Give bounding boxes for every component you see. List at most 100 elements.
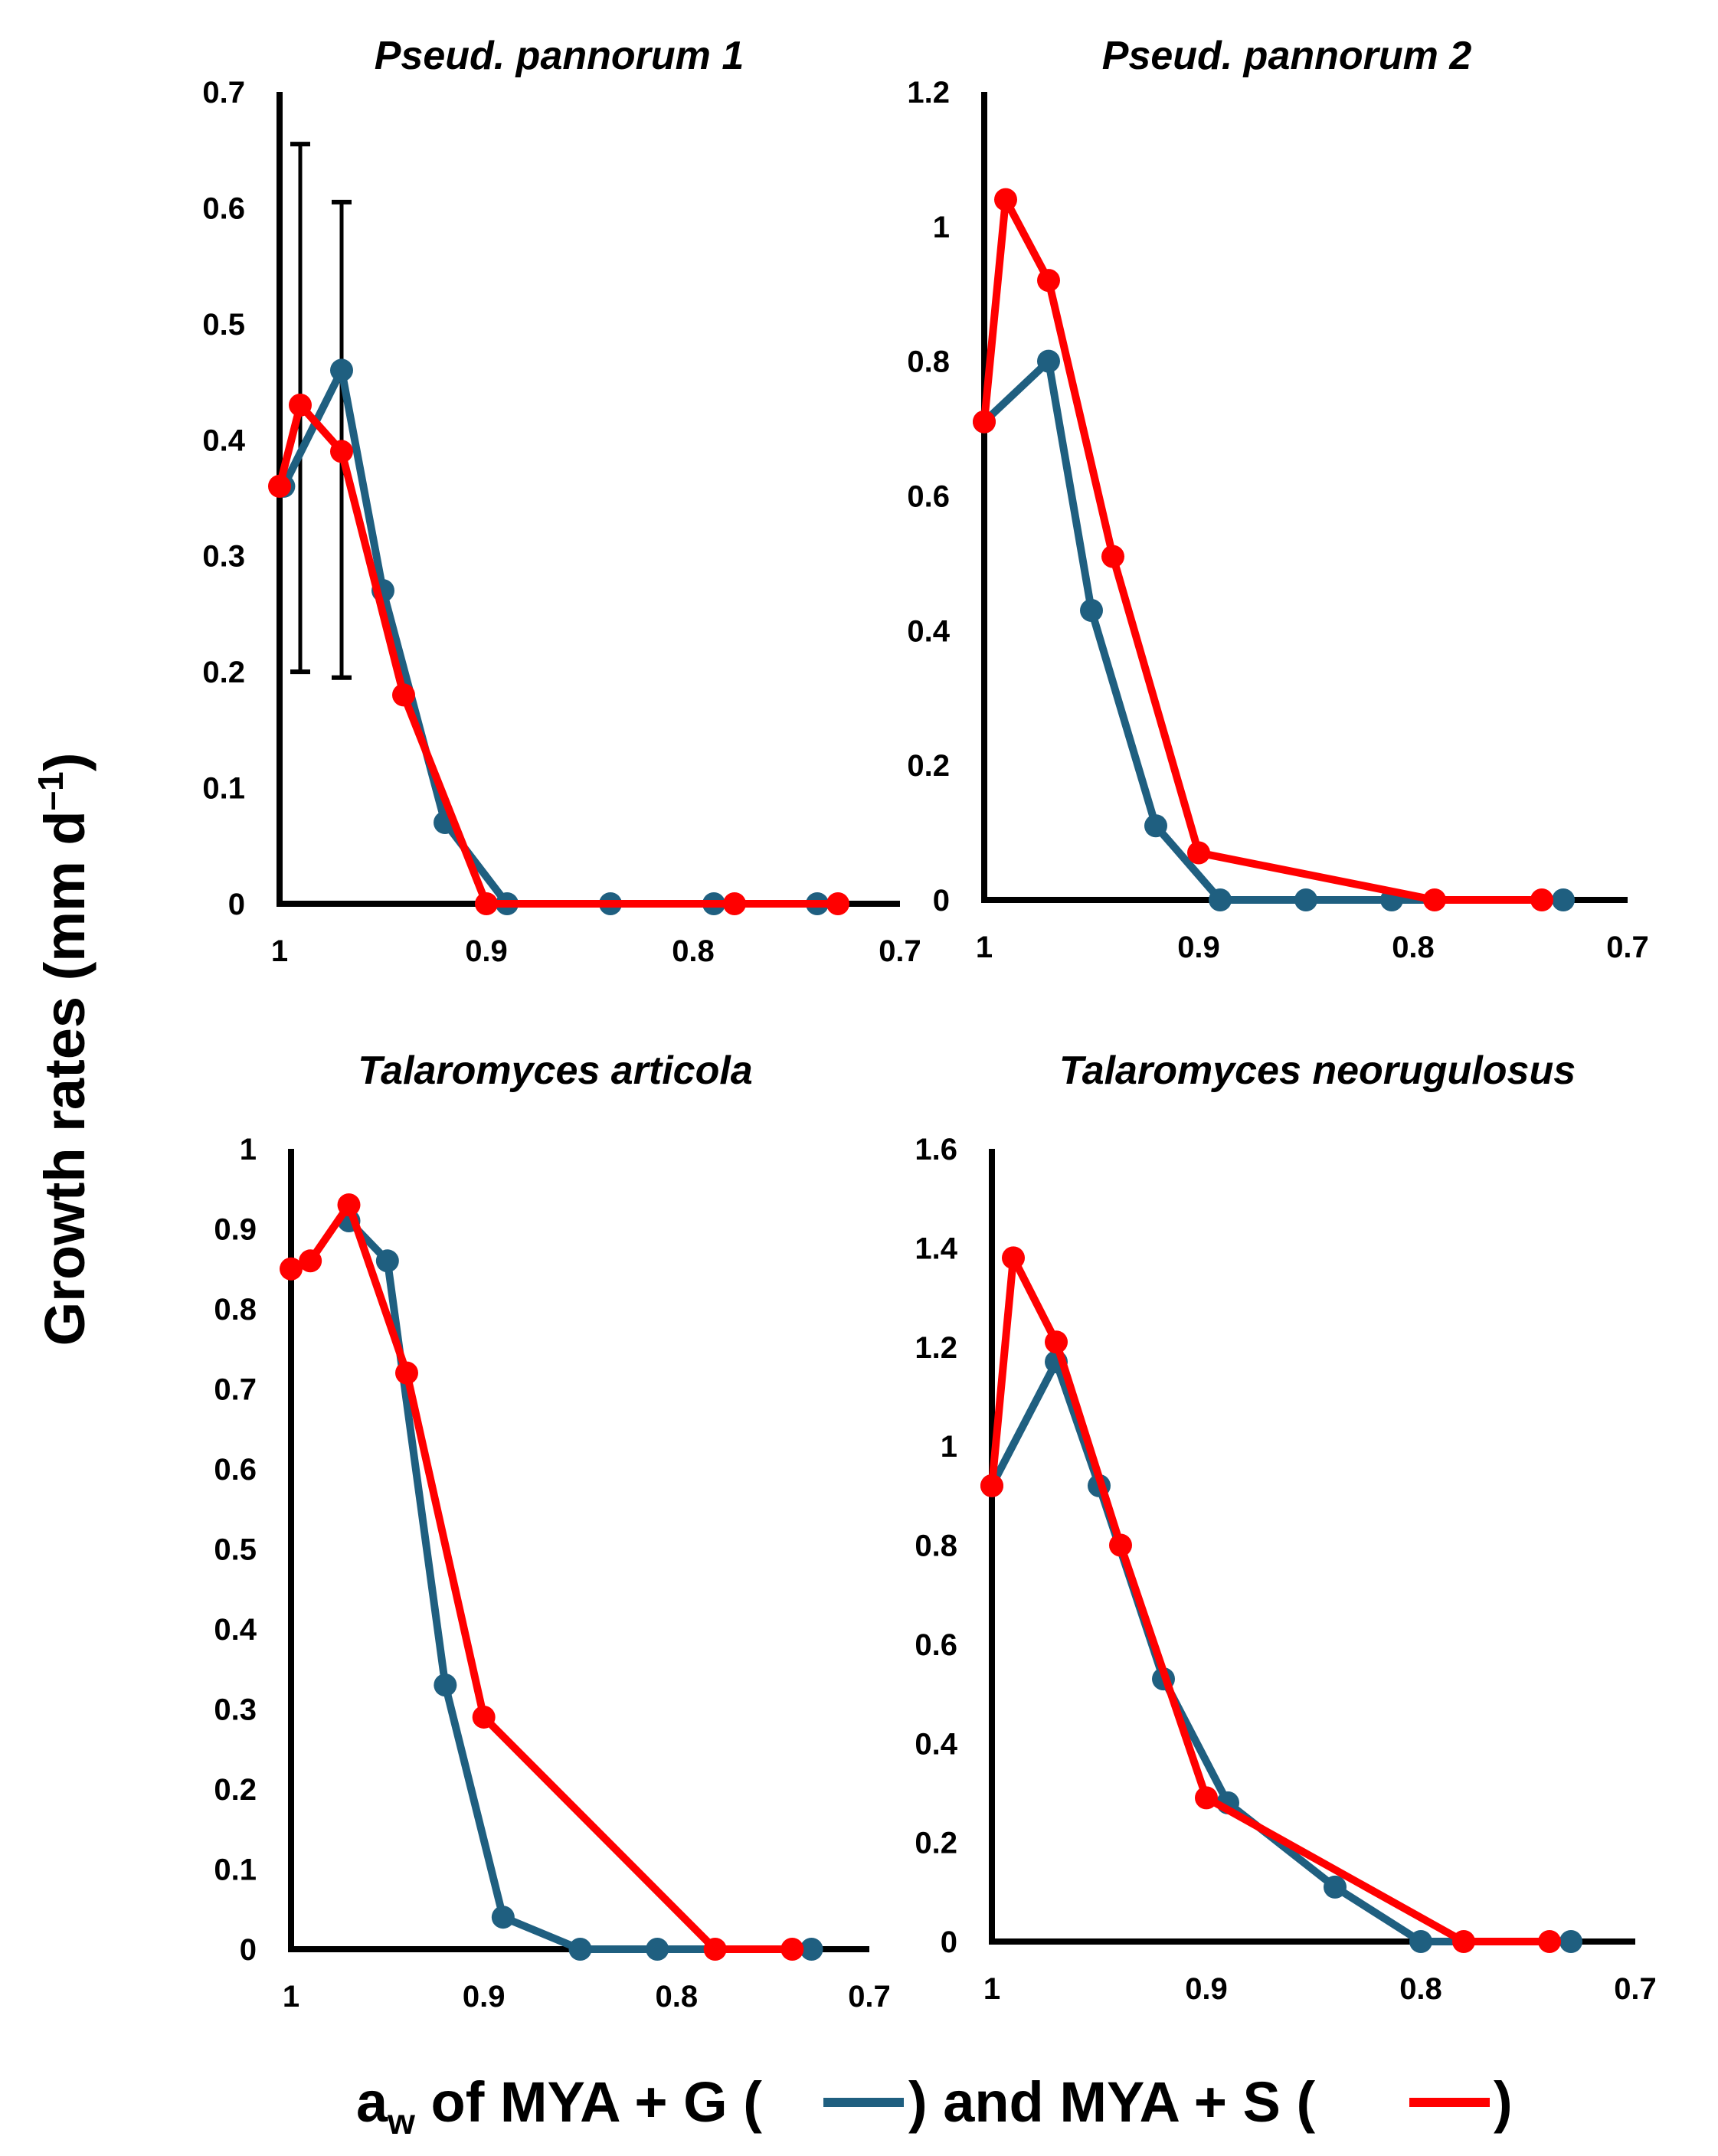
data-point-mya-g bbox=[330, 358, 353, 382]
data-point-mya-s bbox=[1002, 1246, 1025, 1270]
series-line-mya-s bbox=[287, 1201, 797, 1953]
data-point-mya-s bbox=[973, 410, 996, 433]
chart-panel-1: Pseud. pannorum 1 0 0.1 0.2 0.3 0.4 0.5 0.6 0.7 1… bbox=[202, 34, 921, 968]
data-point-mya-g bbox=[1080, 598, 1103, 622]
data-point-mya-g bbox=[800, 1938, 823, 1961]
data-point-mya-s bbox=[703, 1938, 727, 1961]
data-point-mya-s bbox=[1195, 1786, 1218, 1810]
x-tick-label: 1 bbox=[976, 931, 993, 964]
data-point-mya-g bbox=[1324, 1875, 1347, 1899]
x-tick-label: 0.8 bbox=[1392, 931, 1435, 964]
x-tick-label: 0.8 bbox=[1399, 1972, 1442, 2006]
y-tick-label: 0.6 bbox=[915, 1628, 957, 1662]
data-point-mya-s bbox=[780, 1938, 804, 1961]
x-axis-title-and: ) and MYA + S ( bbox=[908, 2070, 1315, 2134]
chart-title: Talaromyces articola bbox=[358, 1049, 752, 1093]
x-axis-title-subscript: w bbox=[387, 2102, 415, 2141]
series-line-mya-s bbox=[980, 195, 1546, 904]
data-point-mya-g bbox=[375, 1249, 399, 1273]
chart-panel-3: Talaromyces articola 0 0.1 0.2 0.3 0.4 0.5 0.6 0… bbox=[214, 1049, 890, 2014]
error-bar bbox=[332, 199, 352, 680]
data-point-mya-g bbox=[1552, 888, 1575, 911]
y-tick-label: 0.5 bbox=[202, 308, 245, 342]
y-tick-label: 0.8 bbox=[907, 345, 950, 379]
data-point-mya-g bbox=[1409, 1930, 1432, 1953]
y-tick-label: 0.4 bbox=[202, 424, 245, 457]
y-tick-label: 0.4 bbox=[214, 1613, 257, 1647]
y-axis-title-superscript: –1 bbox=[31, 771, 70, 810]
y-tick-label: 0 bbox=[941, 1925, 957, 1959]
data-point-mya-s bbox=[1538, 1930, 1561, 1953]
data-point-mya-s bbox=[1101, 545, 1124, 568]
x-axis-title-mid: of MYA + G ( bbox=[415, 2070, 762, 2134]
data-point-mya-s bbox=[826, 892, 849, 915]
data-point-mya-s bbox=[994, 188, 1017, 211]
y-tick-label: 0 bbox=[228, 888, 245, 921]
y-tick-label: 0.7 bbox=[202, 76, 245, 110]
x-tick-label: 0.8 bbox=[656, 1980, 699, 2014]
data-point-mya-s bbox=[330, 440, 353, 463]
data-point-mya-g bbox=[1144, 814, 1167, 838]
y-tick-label: 0.2 bbox=[907, 749, 950, 783]
data-point-mya-s bbox=[472, 1705, 496, 1729]
y-tick-label: 0.8 bbox=[214, 1293, 257, 1327]
y-tick-label: 0 bbox=[240, 1933, 257, 1967]
y-axis-title-text: Growth rates (mm d bbox=[33, 810, 97, 1346]
x-tick-label: 0.9 bbox=[1185, 1972, 1228, 2006]
data-point-mya-g bbox=[1037, 349, 1060, 373]
data-point-mya-s bbox=[1452, 1930, 1475, 1953]
y-tick-label: 0.3 bbox=[214, 1693, 257, 1727]
x-tick-label: 0.7 bbox=[879, 934, 921, 968]
x-axis-title: aw of MYA + G ( ) and MYA + S ( ) bbox=[356, 2070, 1513, 2141]
chart-panel-2: Pseud. pannorum 2 0 0.2 0.4 0.6 0.8 1 1.2 1 0.9 0.… bbox=[907, 34, 1648, 964]
data-point-mya-s bbox=[337, 1193, 361, 1217]
data-point-mya-s bbox=[1187, 841, 1210, 865]
x-tick-label: 1 bbox=[283, 1980, 299, 2014]
series-line-mya-g bbox=[980, 357, 1567, 904]
x-axis-title-a: a bbox=[356, 2070, 388, 2134]
y-tick-label: 0.2 bbox=[214, 1773, 257, 1807]
y-tick-label: 0 bbox=[933, 884, 950, 918]
series-line-mya-g bbox=[988, 1358, 1575, 1945]
series-line-mya-g bbox=[280, 366, 821, 908]
data-point-mya-s bbox=[268, 474, 291, 498]
x-tick-label: 0.7 bbox=[1606, 931, 1649, 964]
y-tick-label: 0.4 bbox=[907, 614, 950, 648]
data-point-mya-g bbox=[1294, 888, 1317, 911]
y-tick-label: 0.6 bbox=[202, 191, 245, 225]
y-tick-label: 0.3 bbox=[202, 540, 245, 574]
data-point-mya-g bbox=[646, 1938, 669, 1961]
data-point-mya-g bbox=[1559, 1930, 1582, 1953]
chart-title: Pseud. pannorum 2 bbox=[1102, 34, 1472, 78]
data-point-mya-s bbox=[1530, 888, 1553, 911]
y-tick-label: 1 bbox=[240, 1133, 257, 1166]
y-tick-label: 0.5 bbox=[214, 1533, 257, 1567]
data-point-mya-g bbox=[568, 1938, 592, 1961]
y-tick-label: 0.6 bbox=[907, 480, 950, 514]
data-point-mya-g bbox=[1209, 888, 1232, 911]
y-axis-title-close: ) bbox=[33, 753, 97, 772]
y-axis-title: Growth rates (mm d–1) bbox=[31, 753, 97, 1346]
data-point-mya-s bbox=[1423, 888, 1446, 911]
x-tick-label: 0.9 bbox=[465, 934, 508, 968]
chart-panel-4: Talaromyces neorugulosus 0 0.2 0.4 0.6 0.8 1 1.… bbox=[915, 1049, 1656, 2006]
y-tick-label: 0.2 bbox=[202, 656, 245, 689]
x-tick-label: 1 bbox=[983, 1972, 1000, 2006]
chart-title: Talaromyces neorugulosus bbox=[1059, 1049, 1576, 1093]
svg-text:aw of MYA + G (: aw of MYA + G ( bbox=[356, 2070, 762, 2141]
x-tick-label: 0.7 bbox=[1614, 1972, 1657, 2006]
series-line-mya-g bbox=[345, 1217, 816, 1953]
y-tick-label: 1 bbox=[941, 1430, 957, 1464]
data-point-mya-s bbox=[289, 393, 312, 417]
x-axis-title-end: ) bbox=[1494, 2070, 1513, 2134]
data-point-mya-g bbox=[434, 1673, 457, 1697]
y-tick-label: 0.7 bbox=[214, 1373, 257, 1407]
y-tick-label: 1.2 bbox=[907, 76, 950, 110]
data-point-mya-s bbox=[395, 1361, 418, 1385]
data-point-mya-s bbox=[1109, 1533, 1132, 1557]
y-tick-label: 0.1 bbox=[214, 1853, 257, 1887]
data-point-mya-s bbox=[1037, 269, 1060, 293]
x-tick-label: 0.9 bbox=[463, 1980, 506, 2014]
x-tick-label: 1 bbox=[271, 934, 288, 968]
